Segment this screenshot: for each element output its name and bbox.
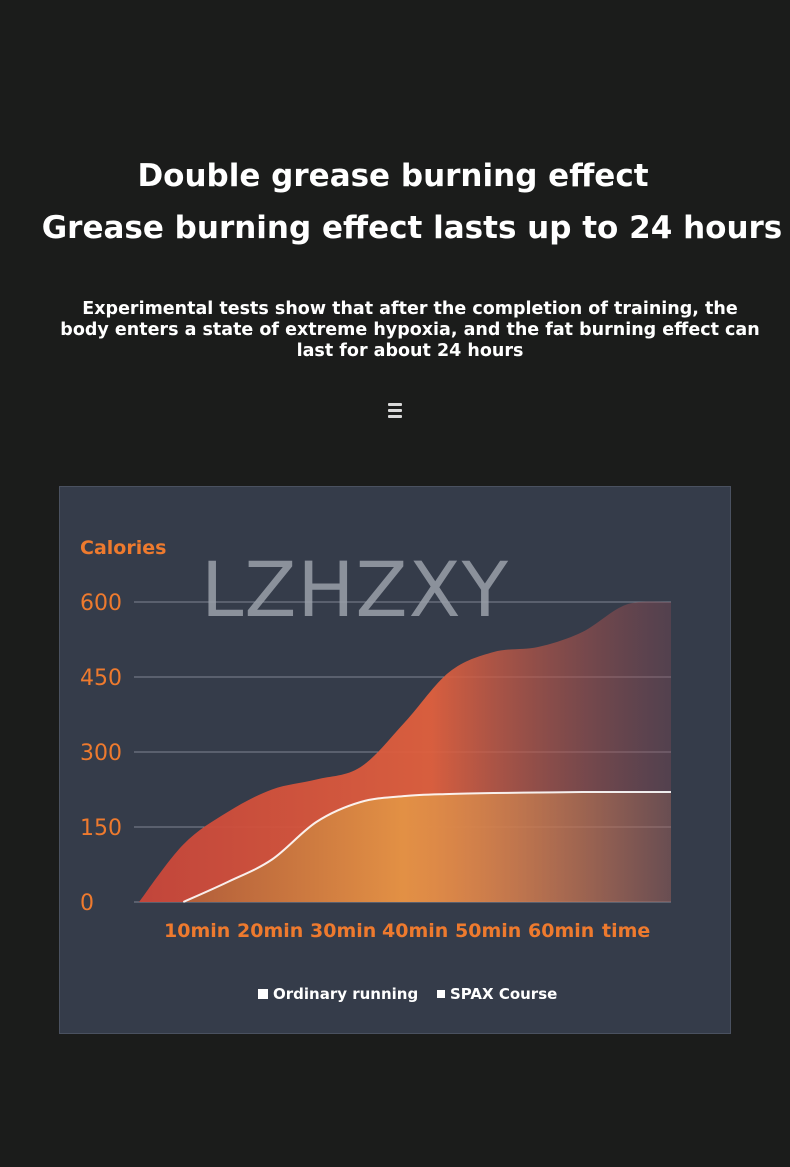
watermark-text: LZHZXY bbox=[201, 545, 510, 634]
legend-swatch bbox=[437, 990, 445, 998]
chart-panel: 0 150 300 450 600 10min 20min 30min 40min 50min 6… bbox=[59, 486, 731, 1034]
calorie-chart: 0 150 300 450 600 10min 20min 30min 40min 50min 6… bbox=[80, 537, 671, 942]
x-tick-label: 50min bbox=[455, 920, 521, 942]
series-line-ordinary-running bbox=[182, 790, 671, 903]
y-tick-label: 150 bbox=[80, 816, 122, 841]
legend-item-spax-course: SPAX Course bbox=[437, 985, 557, 1003]
legend-swatch bbox=[258, 989, 268, 999]
x-tick-label: 20min bbox=[237, 920, 303, 942]
headline-secondary: Grease burning effect lasts up to 24 hou… bbox=[41, 210, 783, 246]
legend-item-ordinary-running: Ordinary running bbox=[258, 985, 418, 1003]
legend-label: Ordinary running bbox=[273, 985, 419, 1003]
x-tick-label: 60min bbox=[528, 920, 594, 942]
y-tick-label: 600 bbox=[80, 591, 122, 616]
x-axis-title: time bbox=[602, 920, 650, 942]
y-tick-label: 450 bbox=[80, 666, 122, 691]
series-area-ordinary-running bbox=[183, 791, 671, 902]
y-tick-label: 300 bbox=[80, 741, 122, 766]
y-axis-title: Calories bbox=[80, 537, 166, 559]
y-tick-label: 0 bbox=[80, 891, 94, 916]
x-tick-label: 10min bbox=[164, 920, 230, 942]
menu-lines-icon bbox=[388, 403, 402, 419]
x-tick-label: 40min bbox=[382, 920, 448, 942]
x-tick-label: 30min bbox=[310, 920, 376, 942]
description-text: Experimental tests show that after the c… bbox=[60, 299, 760, 361]
legend-label: SPAX Course bbox=[450, 985, 558, 1003]
headline-primary: Double grease burning effect bbox=[137, 158, 649, 194]
